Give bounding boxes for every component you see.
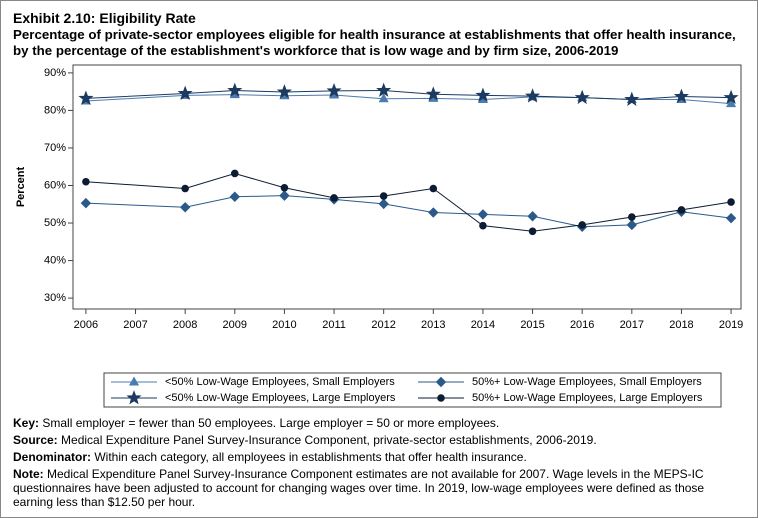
y-tick-label: 80% <box>44 104 66 116</box>
point <box>179 202 191 213</box>
point <box>82 177 90 186</box>
y-tick-label: 50% <box>44 217 66 229</box>
point <box>429 184 438 193</box>
x-tick-label: 2017 <box>620 319 644 331</box>
legend-label: 50%+ Low-Wage Employees, Large Employers <box>472 392 703 404</box>
legend-label: 50%+ Low-Wage Employees, Small Employers <box>472 376 702 388</box>
legend-marker <box>126 390 142 405</box>
x-tick-label: 2007 <box>123 319 147 331</box>
x-tick-label: 2013 <box>421 319 445 331</box>
note: Note: Medical Expenditure Panel Survey-I… <box>13 467 738 509</box>
point <box>527 211 538 222</box>
point <box>181 184 189 193</box>
plot-frame <box>72 64 742 310</box>
point <box>227 82 243 97</box>
point <box>525 88 541 103</box>
point <box>376 82 392 97</box>
point <box>229 191 240 202</box>
x-tick-label: 2010 <box>272 319 296 331</box>
point <box>574 89 590 105</box>
note-label: Source: <box>13 433 58 447</box>
chart: Percent 30% 40% 50% 60% 70% 80% 90% 2006 2007 200… <box>15 64 743 408</box>
x-tick-label: 2019 <box>719 319 743 331</box>
legend-marker <box>435 376 447 388</box>
x-tick-label: 2008 <box>173 319 197 331</box>
x-tick-label: 2014 <box>471 319 495 331</box>
point <box>378 198 389 210</box>
x-tick-label: 2012 <box>371 319 395 331</box>
point <box>78 90 94 105</box>
note-text: Small employer = fewer than 50 employees… <box>42 416 500 430</box>
point <box>425 86 441 101</box>
x-tick-label: 2011 <box>322 319 346 331</box>
point <box>80 197 92 209</box>
point <box>726 98 737 108</box>
point <box>528 227 537 236</box>
point <box>475 87 491 102</box>
point <box>230 169 239 178</box>
point <box>727 198 735 206</box>
point <box>725 212 737 224</box>
y-tick-label: 70% <box>44 142 66 154</box>
point <box>578 221 586 229</box>
y-tick-label: 40% <box>44 254 66 266</box>
note-text: Within each category, all employees in e… <box>94 450 527 464</box>
point <box>628 213 636 221</box>
note-label: Denominator: <box>13 450 91 464</box>
legend-label: <50% Low-Wage Employees, Small Employers <box>165 376 395 388</box>
point <box>177 85 193 100</box>
note: Source: Medical Expenditure Panel Survey… <box>13 433 738 447</box>
note: Denominator: Within each category, all e… <box>13 450 738 464</box>
y-tick-label: 30% <box>44 292 66 304</box>
legend-frame <box>103 372 722 408</box>
point <box>723 89 739 105</box>
note-text: Medical Expenditure Panel Survey-Insuran… <box>61 433 597 447</box>
chart-subtitle: Percentage of private-sector employees e… <box>13 27 736 58</box>
point <box>326 82 342 98</box>
point <box>428 207 439 218</box>
legend-label: <50% Low-Wage Employees, Large Employers <box>165 392 396 404</box>
point <box>280 183 289 192</box>
point <box>477 209 489 220</box>
x-tick-label: 2015 <box>520 319 544 331</box>
point <box>673 88 689 103</box>
y-tick-label: 60% <box>44 179 66 191</box>
point <box>479 221 487 230</box>
chart-title: Exhibit 2.10: Eligibility Rate <box>13 10 196 26</box>
point <box>626 219 638 231</box>
y-axis-label: Percent <box>15 166 27 207</box>
point <box>379 192 388 200</box>
point <box>378 93 389 103</box>
legend-marker <box>128 376 140 386</box>
point <box>279 190 290 201</box>
point <box>677 206 686 214</box>
x-tick-label: 2018 <box>669 319 693 331</box>
series-line <box>85 195 732 228</box>
x-tick-label: 2006 <box>74 319 98 331</box>
note: Key: Small employer = fewer than 50 empl… <box>13 416 738 430</box>
legend-marker <box>437 394 445 402</box>
point <box>624 91 640 106</box>
note-label: Note: <box>13 467 44 481</box>
point <box>276 84 292 99</box>
note-text: Medical Expenditure Panel Survey-Insuran… <box>13 467 705 509</box>
x-tick-label: 2009 <box>223 319 247 331</box>
point <box>330 194 338 202</box>
note-label: Key: <box>13 416 40 430</box>
notes: Key: Small employer = fewer than 50 empl… <box>13 416 738 512</box>
y-tick-label: 90% <box>44 67 66 79</box>
x-tick-label: 2016 <box>570 319 594 331</box>
